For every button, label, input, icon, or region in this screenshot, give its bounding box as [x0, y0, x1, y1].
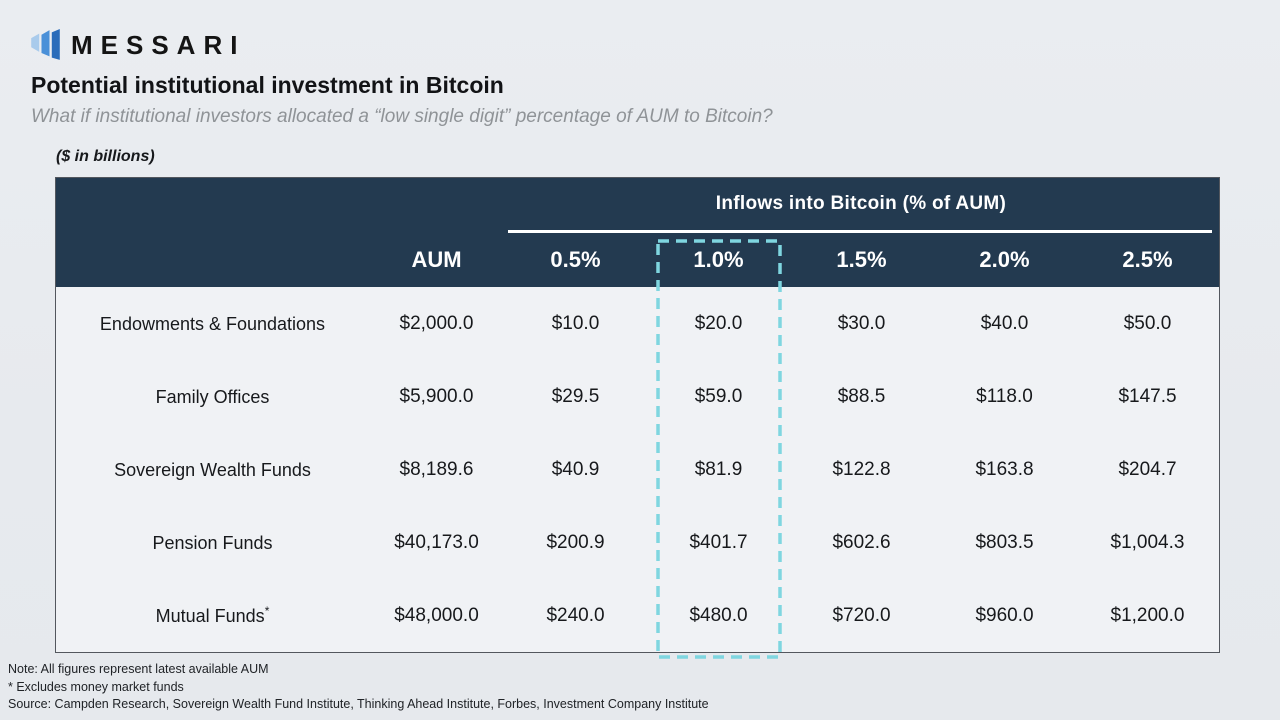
cell-2-5pct: $1,004.3: [1110, 531, 1185, 553]
table-body: Endowments & Foundations $2,000.0 $10.0 …: [56, 287, 1219, 652]
cell-aum: $40,173.0: [394, 531, 479, 553]
cell-0-5pct: $240.0: [546, 604, 605, 626]
column-header-row: AUM 0.5% 1.0% 1.5% 2.0% 2.5%: [56, 233, 1219, 287]
row-label: Family Offices: [155, 387, 270, 407]
cell-2-5pct: $147.5: [1118, 385, 1177, 407]
table-header: Inflows into Bitcoin (% of AUM) AUM 0.5%…: [56, 178, 1219, 287]
cell-1-0pct: $59.0: [694, 385, 743, 407]
cell-2-0pct: $960.0: [975, 604, 1034, 626]
messari-logo: MESSARI: [30, 29, 245, 61]
column-header-2-0pct: 2.0%: [979, 247, 1030, 272]
cell-1-5pct: $602.6: [832, 531, 891, 553]
cell-1-5pct: $88.5: [837, 385, 886, 407]
row-label: Mutual Funds*: [155, 604, 270, 626]
brand-wordmark: MESSARI: [71, 30, 246, 60]
page-title: Potential institutional investment in Bi…: [31, 72, 504, 98]
cell-1-5pct: $30.0: [837, 312, 886, 334]
table-row: Endowments & Foundations $2,000.0 $10.0 …: [56, 287, 1219, 360]
column-header-1-5pct: 1.5%: [836, 247, 887, 272]
table-row: Mutual Funds* $48,000.0 $240.0 $480.0 $7…: [56, 579, 1219, 652]
cell-aum: $5,900.0: [399, 385, 474, 407]
cell-1-5pct: $720.0: [832, 604, 891, 626]
group-header-label: Inflows into Bitcoin (% of AUM): [715, 193, 1007, 214]
column-header-2-5pct: 2.5%: [1122, 247, 1173, 272]
column-header-1-0pct: 1.0%: [693, 247, 744, 272]
column-header-0-5pct: 0.5%: [550, 247, 601, 272]
cell-1-0pct: $81.9: [694, 458, 743, 480]
table-row: Family Offices $5,900.0 $29.5 $59.0 $88.…: [56, 360, 1219, 433]
cell-2-5pct: $204.7: [1118, 458, 1177, 480]
page-subtitle: What if institutional investors allocate…: [31, 106, 773, 127]
units-label: ($ in billions): [56, 148, 155, 165]
note-text: Note: All figures represent latest avail…: [8, 662, 269, 676]
source-text: Source: Campden Research, Sovereign Weal…: [8, 697, 709, 712]
row-label: Sovereign Wealth Funds: [114, 460, 311, 480]
header-underline: [508, 230, 1212, 233]
cell-2-5pct: $50.0: [1123, 312, 1172, 334]
cell-1-5pct: $122.8: [832, 458, 891, 480]
cell-0-5pct: $10.0: [551, 312, 600, 334]
cell-0-5pct: $29.5: [551, 385, 600, 407]
cell-aum: $8,189.6: [399, 458, 474, 480]
messari-logo-icon: [31, 29, 60, 60]
footnotes: Note: All figures represent latest avail…: [8, 661, 709, 714]
footnote-text: * Excludes money market funds: [8, 679, 184, 694]
cell-2-0pct: $40.0: [980, 312, 1029, 334]
cell-2-0pct: $163.8: [975, 458, 1034, 480]
cell-2-0pct: $118.0: [976, 385, 1033, 407]
column-header-aum: AUM: [411, 247, 462, 272]
cell-aum: $48,000.0: [394, 604, 479, 626]
cell-1-0pct: $401.7: [689, 531, 748, 553]
row-label: Endowments & Foundations: [99, 314, 326, 334]
cell-2-5pct: $1,200.0: [1110, 604, 1185, 626]
cell-1-0pct: $480.0: [689, 604, 748, 626]
data-table: Inflows into Bitcoin (% of AUM) AUM 0.5%…: [55, 177, 1220, 659]
cell-1-0pct: $20.0: [694, 312, 743, 334]
cell-aum: $2,000.0: [399, 312, 474, 334]
cell-0-5pct: $40.9: [551, 458, 600, 480]
row-label: Pension Funds: [152, 533, 273, 553]
cell-0-5pct: $200.9: [546, 531, 605, 553]
cell-2-0pct: $803.5: [975, 531, 1034, 553]
table-row: Sovereign Wealth Funds $8,189.6 $40.9 $8…: [56, 433, 1219, 506]
table-row: Pension Funds $40,173.0 $200.9 $401.7 $6…: [56, 506, 1219, 579]
